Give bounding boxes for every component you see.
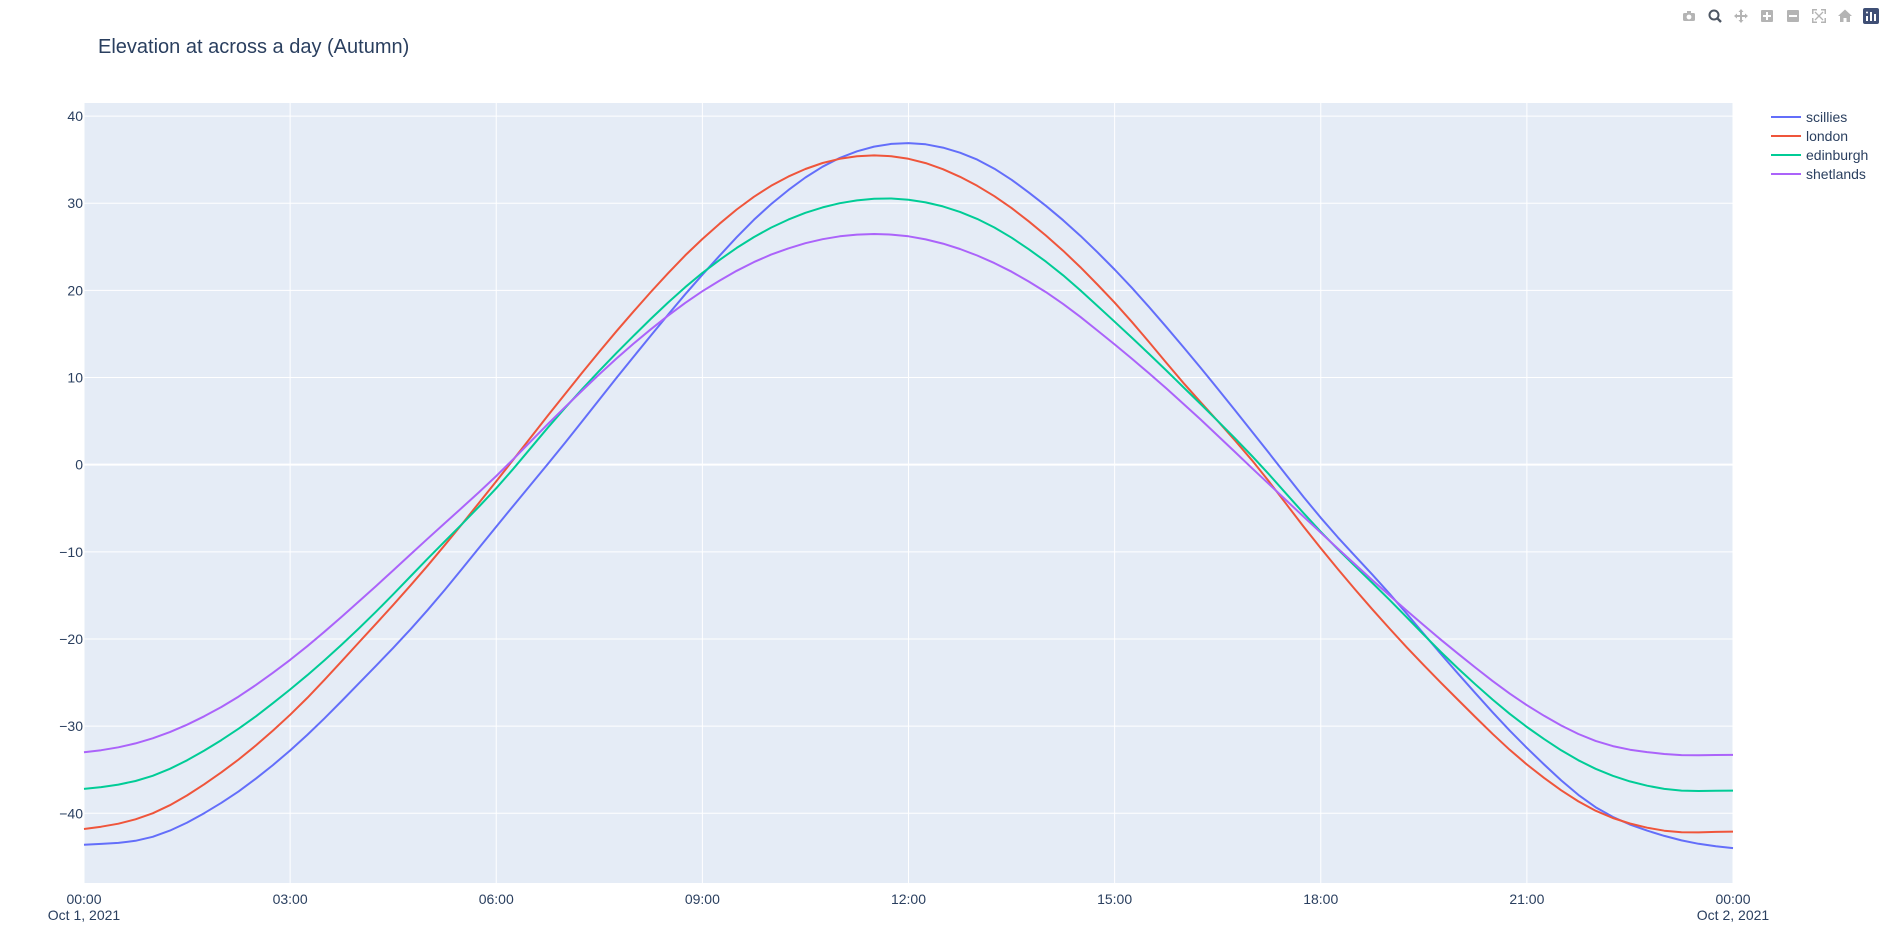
y-tick-label: 20 [67,282,83,298]
x-tick-label: 00:00 [66,891,101,907]
series-line-london[interactable] [83,154,1734,834]
legend-item-london[interactable]: london [1771,128,1848,144]
x-tick-sublabel: Oct 1, 2021 [48,907,121,923]
plotly-logo-icon[interactable] [1861,6,1881,26]
y-tick-label: 30 [67,195,83,211]
camera-icon[interactable] [1679,6,1699,26]
x-tick-label: 12:00 [891,891,926,907]
y-tick-label: −10 [59,544,83,560]
x-tick-sublabel: Oct 2, 2021 [1697,907,1770,923]
legend-label: scillies [1806,109,1847,125]
y-tick-label: −30 [59,718,83,734]
x-tick-label: 03:00 [273,891,308,907]
x-tick-label: 09:00 [685,891,720,907]
series-line-scillies[interactable] [83,142,1734,850]
pan-icon[interactable] [1731,6,1751,26]
y-tick-label: 10 [67,370,83,386]
x-tick-label: 06:00 [479,891,514,907]
y-tick-label: −20 [59,631,83,647]
autoscale-icon[interactable] [1809,6,1829,26]
zoom-icon[interactable] [1705,6,1725,26]
legend-label: edinburgh [1806,147,1868,163]
reset-axes-icon[interactable] [1835,6,1855,26]
legend-item-edinburgh[interactable]: edinburgh [1771,147,1868,163]
y-tick-label: 0 [75,457,83,473]
legend-label: london [1806,128,1848,144]
x-tick-label: 18:00 [1303,891,1338,907]
zoom-out-icon[interactable] [1783,6,1803,26]
series-lines [83,142,1734,850]
legend-item-shetlands[interactable]: shetlands [1771,166,1866,182]
series-line-edinburgh[interactable] [83,197,1734,792]
legend-item-scillies[interactable]: scillies [1771,109,1847,125]
x-tick-label: 15:00 [1097,891,1132,907]
y-tick-label: 40 [67,108,83,124]
x-tick-label: 00:00 [1715,891,1750,907]
modebar [1679,6,1881,26]
x-tick-label: 21:00 [1509,891,1544,907]
legend: scillies london edinburgh shetlands [1771,109,1868,182]
y-tick-label: −40 [59,805,83,821]
zoom-in-icon[interactable] [1757,6,1777,26]
gridlines [83,103,1734,883]
series-line-shetlands[interactable] [83,233,1734,757]
legend-label: shetlands [1806,166,1866,182]
y-axis-ticks: 40 30 20 10 0 −10 −20 −30 −40 [59,108,83,821]
chart-title: Elevation at across a day (Autumn) [98,36,409,58]
